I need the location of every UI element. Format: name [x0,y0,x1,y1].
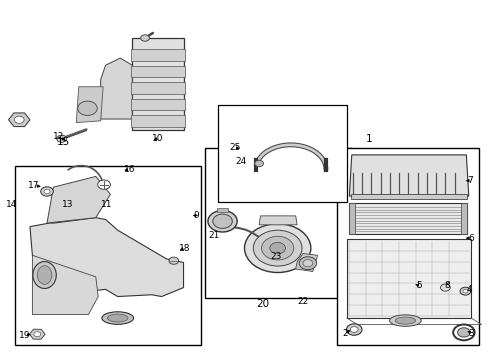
Polygon shape [47,176,110,223]
Text: 19: 19 [20,332,31,341]
Circle shape [459,287,470,295]
Bar [131,49,184,61]
Text: 20: 20 [256,299,269,309]
Circle shape [98,180,110,189]
Bar [132,39,183,130]
Circle shape [41,187,53,196]
Circle shape [44,189,50,194]
Circle shape [349,327,357,332]
Circle shape [212,214,232,228]
Bar [461,203,467,234]
Circle shape [34,332,41,337]
Text: 16: 16 [124,165,135,174]
Bar [131,99,184,111]
Circle shape [440,284,449,291]
Text: 12: 12 [52,132,64,141]
Bar [350,194,466,199]
Text: 25: 25 [228,143,240,152]
Ellipse shape [389,315,420,326]
Text: 23: 23 [270,252,281,261]
Text: 8: 8 [443,281,449,290]
Circle shape [141,35,149,41]
Text: 1: 1 [365,134,371,144]
Polygon shape [101,58,132,119]
Ellipse shape [33,262,56,288]
Bar [205,148,351,298]
Bar [348,203,354,234]
Bar [131,82,184,94]
Polygon shape [76,87,103,123]
Polygon shape [348,155,468,196]
Text: 18: 18 [179,244,190,253]
Text: 7: 7 [467,176,472,185]
Circle shape [299,257,316,270]
Circle shape [14,116,24,123]
Circle shape [254,160,263,167]
Bar [131,66,184,77]
Text: 4: 4 [466,285,471,294]
Polygon shape [259,216,297,225]
Text: 17: 17 [28,181,40,190]
Ellipse shape [37,266,52,284]
Ellipse shape [394,317,415,324]
Ellipse shape [102,312,133,324]
Text: 6: 6 [467,234,473,243]
Bar [348,203,467,234]
Circle shape [261,236,293,260]
Circle shape [303,260,312,267]
Circle shape [346,324,361,335]
Circle shape [78,101,97,116]
Bar [217,105,346,202]
Bar [216,208,228,212]
Bar [131,116,184,127]
Text: 22: 22 [297,297,308,306]
Text: 5: 5 [415,281,421,290]
Circle shape [253,230,302,266]
Text: 15: 15 [57,138,70,147]
Circle shape [57,135,66,142]
Text: 3: 3 [468,329,473,338]
Text: 21: 21 [208,231,220,240]
Circle shape [244,224,310,273]
Polygon shape [295,253,317,271]
Text: 13: 13 [62,200,74,209]
Text: 2: 2 [342,329,347,338]
Text: 9: 9 [193,211,199,220]
Circle shape [457,328,469,337]
Text: 11: 11 [101,200,113,209]
Bar [15,166,200,345]
Circle shape [269,242,285,254]
Circle shape [462,289,467,293]
Text: 24: 24 [235,157,246,166]
Polygon shape [30,218,183,297]
Text: 10: 10 [152,134,163,143]
Bar [346,239,470,318]
Circle shape [168,257,178,264]
Polygon shape [32,255,98,315]
Bar [336,148,478,345]
Ellipse shape [107,314,128,322]
Text: 14: 14 [6,200,17,209]
Circle shape [207,211,237,232]
